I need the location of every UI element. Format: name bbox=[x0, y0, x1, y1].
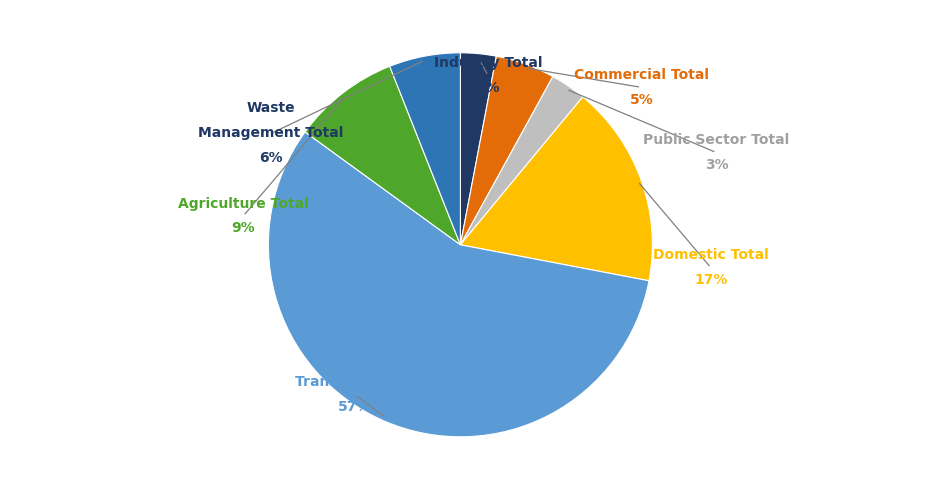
Wedge shape bbox=[461, 76, 583, 245]
Wedge shape bbox=[390, 53, 461, 245]
Text: 3%: 3% bbox=[477, 81, 500, 96]
Wedge shape bbox=[461, 53, 496, 245]
Wedge shape bbox=[461, 56, 553, 245]
Text: 57%: 57% bbox=[337, 400, 371, 414]
Text: 5%: 5% bbox=[630, 93, 653, 107]
Text: 3%: 3% bbox=[705, 158, 728, 172]
Text: Public Sector Total: Public Sector Total bbox=[643, 133, 790, 147]
Text: Domestic Total: Domestic Total bbox=[653, 248, 769, 263]
Text: Industry Total: Industry Total bbox=[434, 56, 542, 71]
Text: Management Total: Management Total bbox=[198, 126, 344, 141]
Text: Transport Total: Transport Total bbox=[295, 375, 414, 389]
Text: Waste: Waste bbox=[247, 101, 295, 116]
Text: 17%: 17% bbox=[695, 273, 728, 288]
Wedge shape bbox=[269, 132, 649, 437]
Text: Agriculture Total: Agriculture Total bbox=[178, 196, 308, 211]
Text: 6%: 6% bbox=[259, 151, 283, 166]
Text: Commercial Total: Commercial Total bbox=[573, 68, 709, 82]
Text: 9%: 9% bbox=[231, 221, 255, 236]
Wedge shape bbox=[306, 66, 461, 245]
Wedge shape bbox=[461, 97, 652, 281]
